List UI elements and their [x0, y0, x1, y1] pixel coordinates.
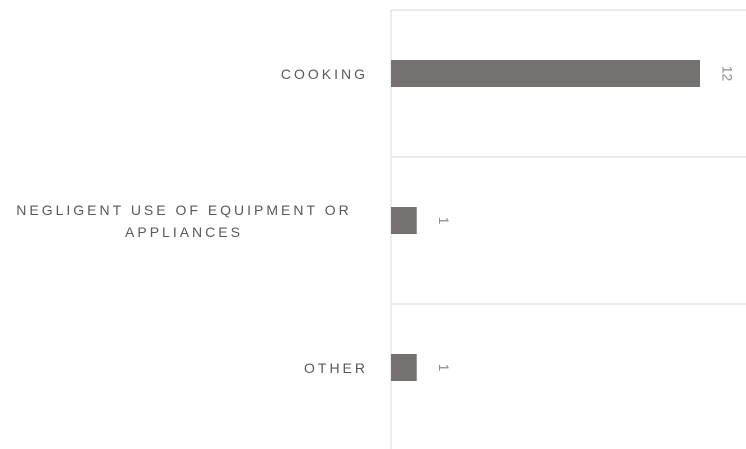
bar [391, 207, 417, 234]
category-label-box: OTHER [0, 328, 368, 408]
category-label: NEGLIGENT USE OF EQUIPMENT OR APPLIANCES [16, 201, 352, 240]
category-label-box: COOKING [0, 34, 368, 114]
category-label: COOKING [280, 65, 368, 82]
data-label: 1 [436, 364, 452, 372]
bar [391, 354, 417, 381]
category-label-box: NEGLIGENT USE OF EQUIPMENT OR APPLIANCES [0, 181, 368, 261]
data-label: 12 [719, 66, 735, 82]
data-label: 1 [436, 217, 452, 225]
bar [391, 60, 700, 87]
category-label: OTHER [304, 359, 368, 376]
